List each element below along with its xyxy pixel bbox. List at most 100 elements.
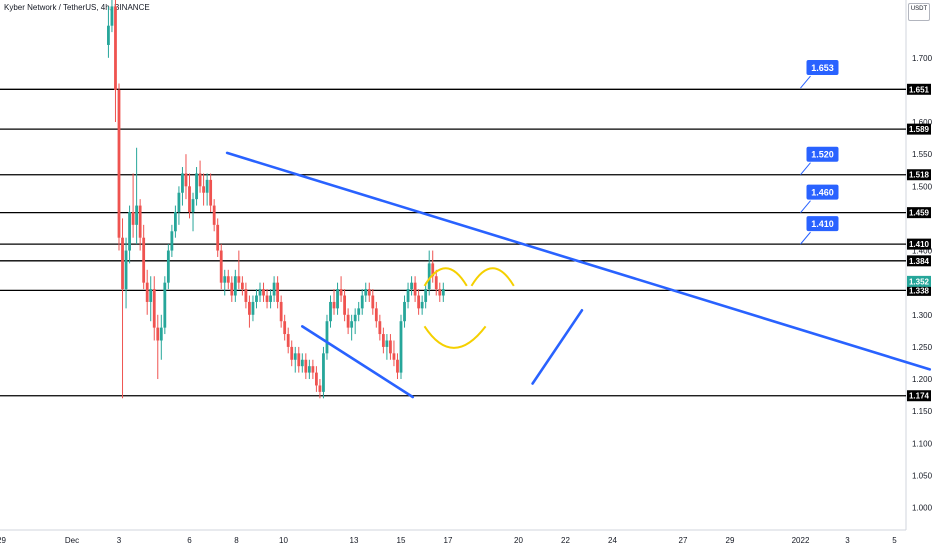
level-label: 1.459 [909, 209, 930, 218]
candle-body [184, 173, 188, 187]
price-tick-label: 1.200 [912, 375, 932, 384]
candle-body [410, 282, 413, 290]
candle-body [318, 385, 322, 392]
candle-body [392, 353, 396, 360]
price-tick-label: 1.600 [912, 118, 932, 127]
callout-label: 1.653 [811, 63, 834, 73]
callout-label: 1.410 [811, 219, 834, 229]
level-label: 1.174 [909, 392, 930, 401]
candle-body [170, 231, 174, 251]
callout-pointer [800, 231, 811, 245]
level-labels: 1.651 1.589 1.518 1.459 1.410 1.384 1.338 1.174… [907, 83, 931, 402]
level-label-box [907, 238, 931, 250]
price-tick-label: 1.150 [912, 407, 932, 416]
time-tick-label: 5 [892, 536, 897, 545]
time-tick-label: 27 [679, 536, 688, 545]
candle-body [307, 366, 311, 373]
candle-body [290, 346, 294, 360]
candle-body [293, 353, 297, 360]
candle-body [427, 263, 431, 290]
candle-body [431, 263, 435, 277]
candle-body [381, 334, 385, 347]
candle-body [283, 321, 287, 335]
time-tick-label: 24 [608, 536, 617, 545]
time-tick-label: 2022 [792, 536, 810, 545]
candle-body [417, 295, 421, 309]
pattern-arc [423, 267, 468, 287]
candle-body [237, 276, 241, 283]
candle-body [138, 205, 142, 238]
candle-body [269, 295, 272, 302]
time-tick-label: 29 [0, 536, 6, 545]
time-tick-label: 20 [514, 536, 523, 545]
price-tick-label: 1.300 [912, 311, 932, 320]
time-tick-label: 15 [397, 536, 406, 545]
currency-badge[interactable]: USDT [908, 3, 930, 21]
candle-body [251, 301, 255, 315]
candle-body [128, 212, 131, 251]
level-label-box [907, 284, 931, 296]
level-label-box [907, 169, 931, 181]
candle-body [276, 282, 280, 302]
level-label-box [907, 123, 931, 135]
candle-body [110, 6, 114, 26]
candle-body [346, 314, 350, 328]
candle-body [223, 276, 227, 283]
trendline [300, 325, 415, 399]
level-label: 1.651 [909, 85, 930, 94]
candle-body [149, 289, 153, 302]
candle-body [195, 173, 198, 200]
callout-box [806, 216, 839, 232]
time-tick-label: 6 [187, 536, 192, 545]
candle-body [413, 282, 417, 296]
price-callouts: 1.653 1.520 1.460 1.410 [800, 60, 839, 245]
level-label-box [907, 390, 931, 402]
time-axis[interactable]: 29Dec368101315172022242729202235 [0, 529, 906, 545]
level-label: 1.518 [909, 171, 930, 180]
candle-body [322, 353, 325, 392]
candle-body [367, 289, 371, 296]
candle-body [177, 192, 181, 212]
callout-pointer [800, 75, 811, 89]
candle-body [188, 186, 191, 212]
candle-body [332, 301, 336, 309]
callout-pointer [800, 200, 811, 213]
candle-body [420, 301, 424, 309]
candle-body [371, 295, 375, 309]
price-axis[interactable]: 1.700 1.600 1.550 1.500 1.400 1.300 1.250 1.200… [905, 0, 932, 530]
callout-box [806, 60, 839, 76]
candle-body [438, 289, 442, 296]
price-tick-label: 1.700 [912, 54, 932, 63]
candle-body [311, 366, 315, 373]
candle-body [353, 314, 357, 322]
trendlines [225, 151, 932, 399]
time-tick-label: 22 [561, 536, 570, 545]
time-tick-label: 8 [234, 536, 239, 545]
candle-body [441, 289, 445, 296]
time-tick-label: 10 [279, 536, 288, 545]
level-label: 1.384 [909, 257, 930, 266]
callout-label: 1.520 [811, 150, 834, 160]
candle-body [350, 321, 354, 328]
candle-body [230, 282, 234, 296]
candle-body [399, 321, 403, 373]
level-label-box [907, 83, 931, 95]
candle-body [336, 289, 339, 309]
candle-body [156, 327, 160, 341]
price-tick-label: 1.500 [912, 182, 932, 191]
candle-body [403, 301, 406, 322]
candle-body [300, 359, 304, 367]
candle-body [219, 250, 223, 283]
candle-body [385, 340, 389, 347]
time-tick-label: Dec [65, 536, 79, 545]
trendline [531, 308, 584, 385]
candle-body [191, 199, 195, 212]
candle-body [258, 289, 262, 296]
pattern-arc [470, 267, 515, 287]
candle-body [329, 301, 332, 322]
candle-body [304, 359, 308, 373]
candle-body [205, 179, 209, 193]
time-tick-label: 29 [726, 536, 735, 545]
candle-body [226, 276, 230, 283]
